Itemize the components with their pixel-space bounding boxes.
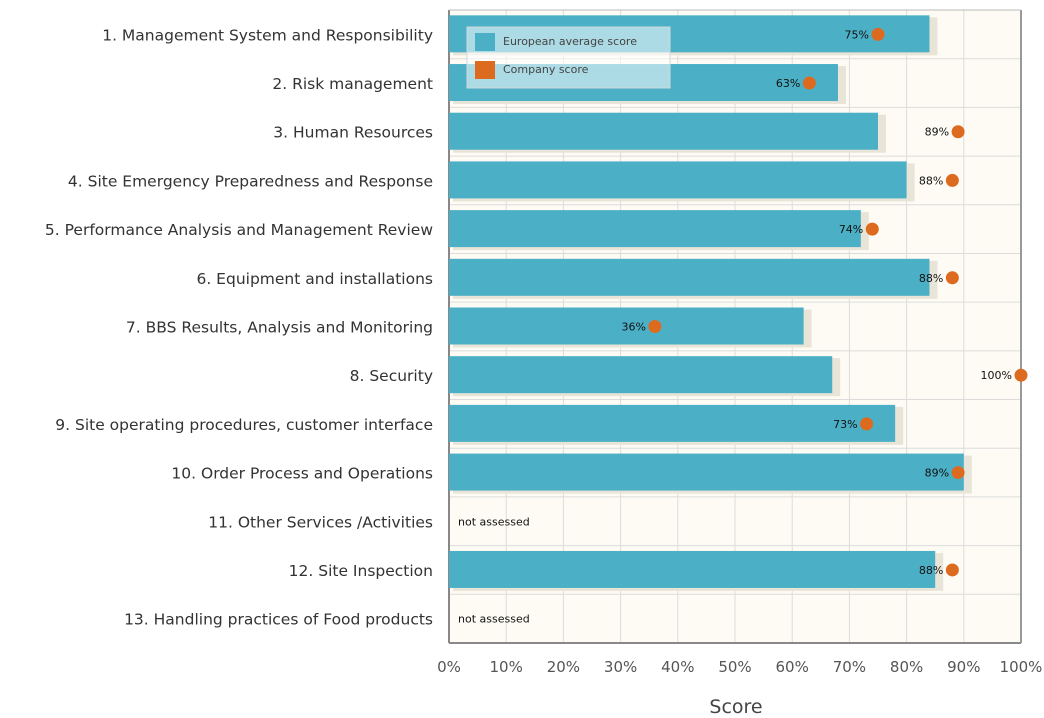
point-company-score <box>860 417 874 431</box>
category-label: 11. Other Services /Activities <box>208 513 433 531</box>
x-tick-label: 40% <box>661 658 694 676</box>
x-tick-label: 100% <box>1000 658 1043 676</box>
category-label: 8. Security <box>350 367 433 385</box>
category-label: 13. Handling practices of Food products <box>124 611 433 629</box>
data-label: 75% <box>845 28 869 41</box>
bar-european-average <box>449 356 833 394</box>
legend: European average score Company score <box>466 26 671 89</box>
data-label: 36% <box>621 321 645 334</box>
legend-label-company-score: Company score <box>503 63 589 76</box>
category-label: 10. Order Process and Operations <box>171 465 433 483</box>
legend-swatch-european-average <box>475 33 495 51</box>
point-company-score <box>648 320 662 333</box>
x-tick-label: 0% <box>437 658 461 676</box>
x-tick-label: 30% <box>604 658 637 676</box>
point-company-score <box>1014 368 1028 382</box>
point-company-score <box>865 222 879 236</box>
category-label: 4. Site Emergency Preparedness and Respo… <box>68 172 433 190</box>
bar-european-average <box>449 161 907 199</box>
data-label: 73% <box>833 418 857 431</box>
x-tick-label: 50% <box>718 658 751 676</box>
category-label: 1. Management System and Responsibility <box>102 26 433 44</box>
point-company-score <box>945 173 959 187</box>
category-label: 6. Equipment and installations <box>196 270 433 288</box>
bar-european-average <box>449 112 878 150</box>
data-label: 100% <box>981 369 1012 382</box>
bar-european-average <box>449 307 804 345</box>
category-label: 5. Performance Analysis and Management R… <box>45 221 433 239</box>
bar-european-average <box>449 453 964 491</box>
x-tick-label: 80% <box>890 658 923 676</box>
x-tick-label: 20% <box>547 658 580 676</box>
category-label: 7. BBS Results, Analysis and Monitoring <box>126 319 433 337</box>
bar-european-average <box>449 550 936 588</box>
x-tick-labels: 0% 10% 20% 30% 40% 50% 60% 70% 80% 90% 100% <box>437 658 1042 676</box>
legend-background <box>466 26 671 89</box>
data-label: 63% <box>776 77 800 90</box>
category-label: 12. Site Inspection <box>289 562 433 580</box>
x-tick-label: 10% <box>490 658 523 676</box>
point-company-score <box>802 76 816 90</box>
bar-european-average <box>449 404 896 442</box>
x-tick-label: 70% <box>833 658 866 676</box>
legend-label-european-average: European average score <box>503 35 637 48</box>
category-label: 3. Human Resources <box>273 124 433 142</box>
point-company-score <box>871 27 885 41</box>
data-label: 88% <box>919 174 943 187</box>
data-label: 88% <box>919 564 943 577</box>
data-label: 88% <box>919 272 943 285</box>
x-tick-label: 90% <box>947 658 980 676</box>
bar-series-european-average <box>449 15 972 591</box>
data-label: 89% <box>925 126 949 139</box>
point-company-score <box>951 125 965 139</box>
bar-european-average <box>449 210 861 248</box>
point-series-company-score: 75% 63% 89% 88% 74% 88% 36% 100% 73% 89% not asses… <box>458 27 1028 626</box>
point-company-score <box>945 563 959 577</box>
x-tick-label: 60% <box>776 658 809 676</box>
data-label: 89% <box>925 467 949 480</box>
category-labels: 1. Management System and Responsibility 2… <box>45 26 433 628</box>
point-company-score <box>945 271 959 285</box>
bar-european-average <box>449 258 930 296</box>
point-company-score <box>951 466 965 480</box>
x-axis-title: Score <box>709 696 762 718</box>
not-assessed-label: not assessed <box>458 515 530 528</box>
category-label: 9. Site operating procedures, customer i… <box>55 416 433 434</box>
legend-swatch-company-score <box>475 61 495 79</box>
category-label: 2. Risk management <box>272 75 433 93</box>
data-label: 74% <box>839 223 863 236</box>
not-assessed-label: not assessed <box>458 613 530 626</box>
